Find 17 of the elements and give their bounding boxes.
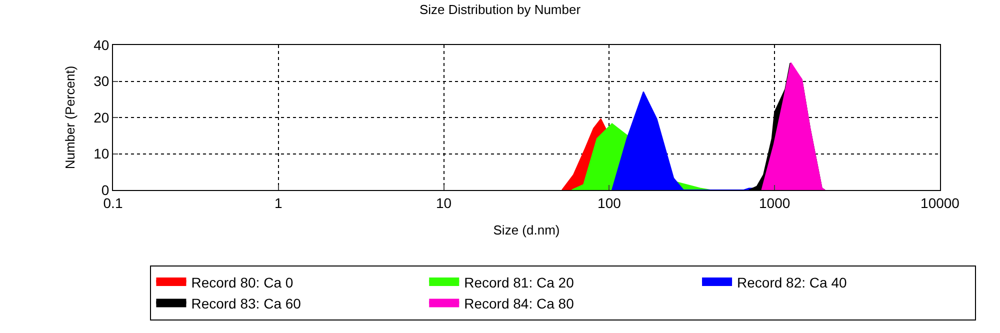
x-tick-label: 1000 — [759, 194, 790, 211]
chart-title: Size Distribution by Number — [419, 2, 582, 18]
legend-label: Record 84: Ca 80 — [464, 296, 574, 312]
y-tick-label: 20 — [94, 109, 110, 126]
y-tick-label: 10 — [94, 146, 110, 162]
y-tick-label: 40 — [94, 36, 110, 53]
legend-label: Record 81: Ca 20 — [464, 274, 574, 290]
legend-label: Record 82: Ca 40 — [737, 274, 847, 290]
y-axis-title: Number (Percent) — [62, 66, 78, 170]
x-tick-label: 1 — [274, 194, 282, 211]
y-tick-label: 30 — [94, 73, 110, 90]
x-axis-title: Size (d.nm) — [493, 222, 560, 238]
legend-label: Record 80: Ca 0 — [191, 274, 294, 290]
x-tick-label: 100 — [598, 194, 622, 211]
x-tick-label: 10 — [436, 194, 452, 211]
legend-label: Record 83: Ca 60 — [191, 296, 302, 312]
x-tick-label: 10000 — [920, 194, 960, 211]
